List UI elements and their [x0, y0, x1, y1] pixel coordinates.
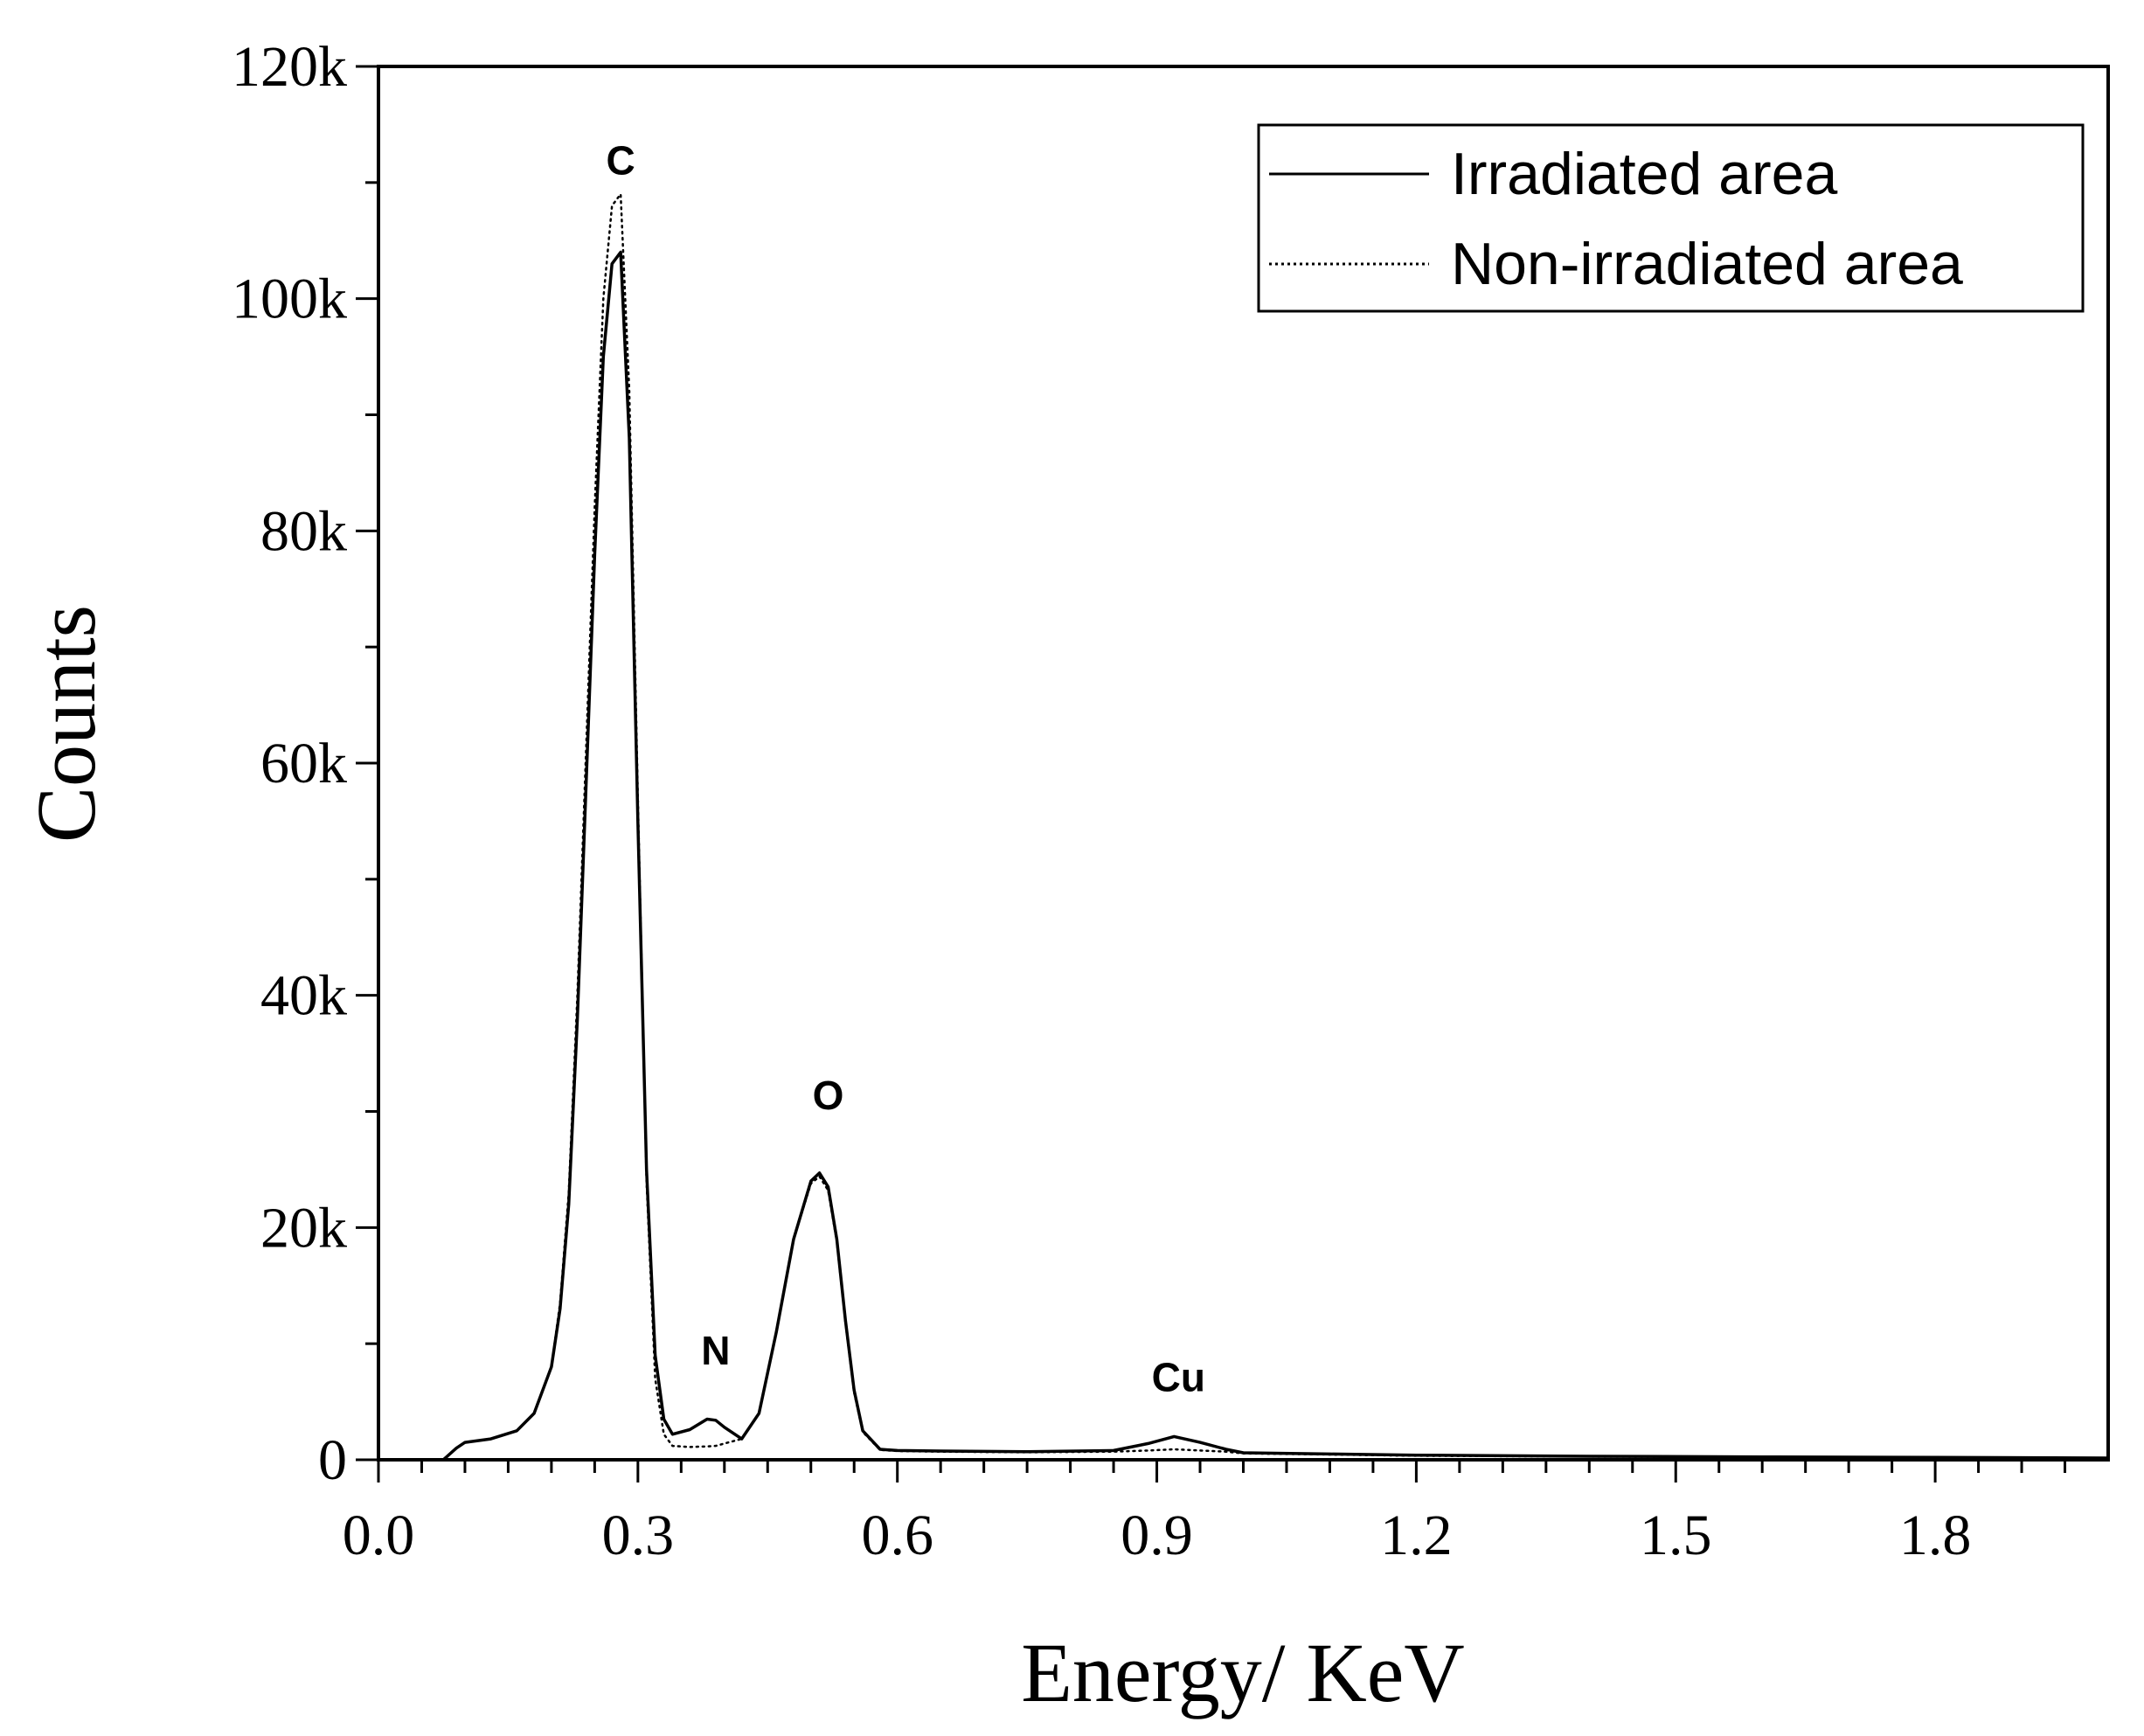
x-tick-label: 1.2 — [1380, 1503, 1453, 1567]
peak-label: Cu — [1152, 1355, 1205, 1400]
x-minor-ticks — [420, 1460, 2067, 1473]
x-tick-label: 1.5 — [1640, 1503, 1712, 1567]
legend-label-non-irradiated: Non-irradiated area — [1451, 231, 1963, 297]
y-axis-ticks: 0 20k 40k 60k 80k 100k 120k — [232, 35, 378, 1492]
x-tick-label: 0.9 — [1121, 1503, 1193, 1567]
legend-box — [1257, 123, 2085, 313]
x-axis-title: Energy/ KeV — [1021, 1626, 1464, 1719]
peak-label: C — [606, 137, 635, 183]
x-tick-label: 0.3 — [602, 1503, 675, 1567]
peak-annotations: C N O Cu — [606, 137, 1205, 1399]
y-tick-label: 100k — [232, 267, 347, 331]
legend: Irradiated area Non-irradiated area — [1257, 123, 2085, 313]
y-tick-label: 20k — [260, 1196, 347, 1260]
x-tick-label: 1.8 — [1899, 1503, 1972, 1567]
y-minor-ticks — [365, 181, 378, 1345]
x-tick-label: 0.0 — [343, 1503, 415, 1567]
y-tick-label: 40k — [260, 964, 347, 1028]
y-tick-label: 0 — [318, 1428, 347, 1492]
plot-frame — [377, 65, 2110, 1462]
y-tick-label: 80k — [260, 499, 347, 563]
x-tick-label: 0.6 — [861, 1503, 933, 1567]
peak-label: N — [701, 1328, 730, 1373]
legend-label-irradiated: Irradiated area — [1451, 141, 1837, 207]
series-layer — [441, 192, 2110, 1462]
y-tick-label: 60k — [260, 732, 347, 795]
x-axis-ticks: 0.0 0.3 0.6 0.9 1.2 1.5 1.8 — [343, 1460, 1972, 1567]
series-line-irradiated — [441, 250, 2110, 1462]
y-axis-title: Counts — [19, 605, 113, 843]
peak-label: O — [813, 1073, 844, 1118]
y-tick-label: 120k — [232, 35, 347, 99]
